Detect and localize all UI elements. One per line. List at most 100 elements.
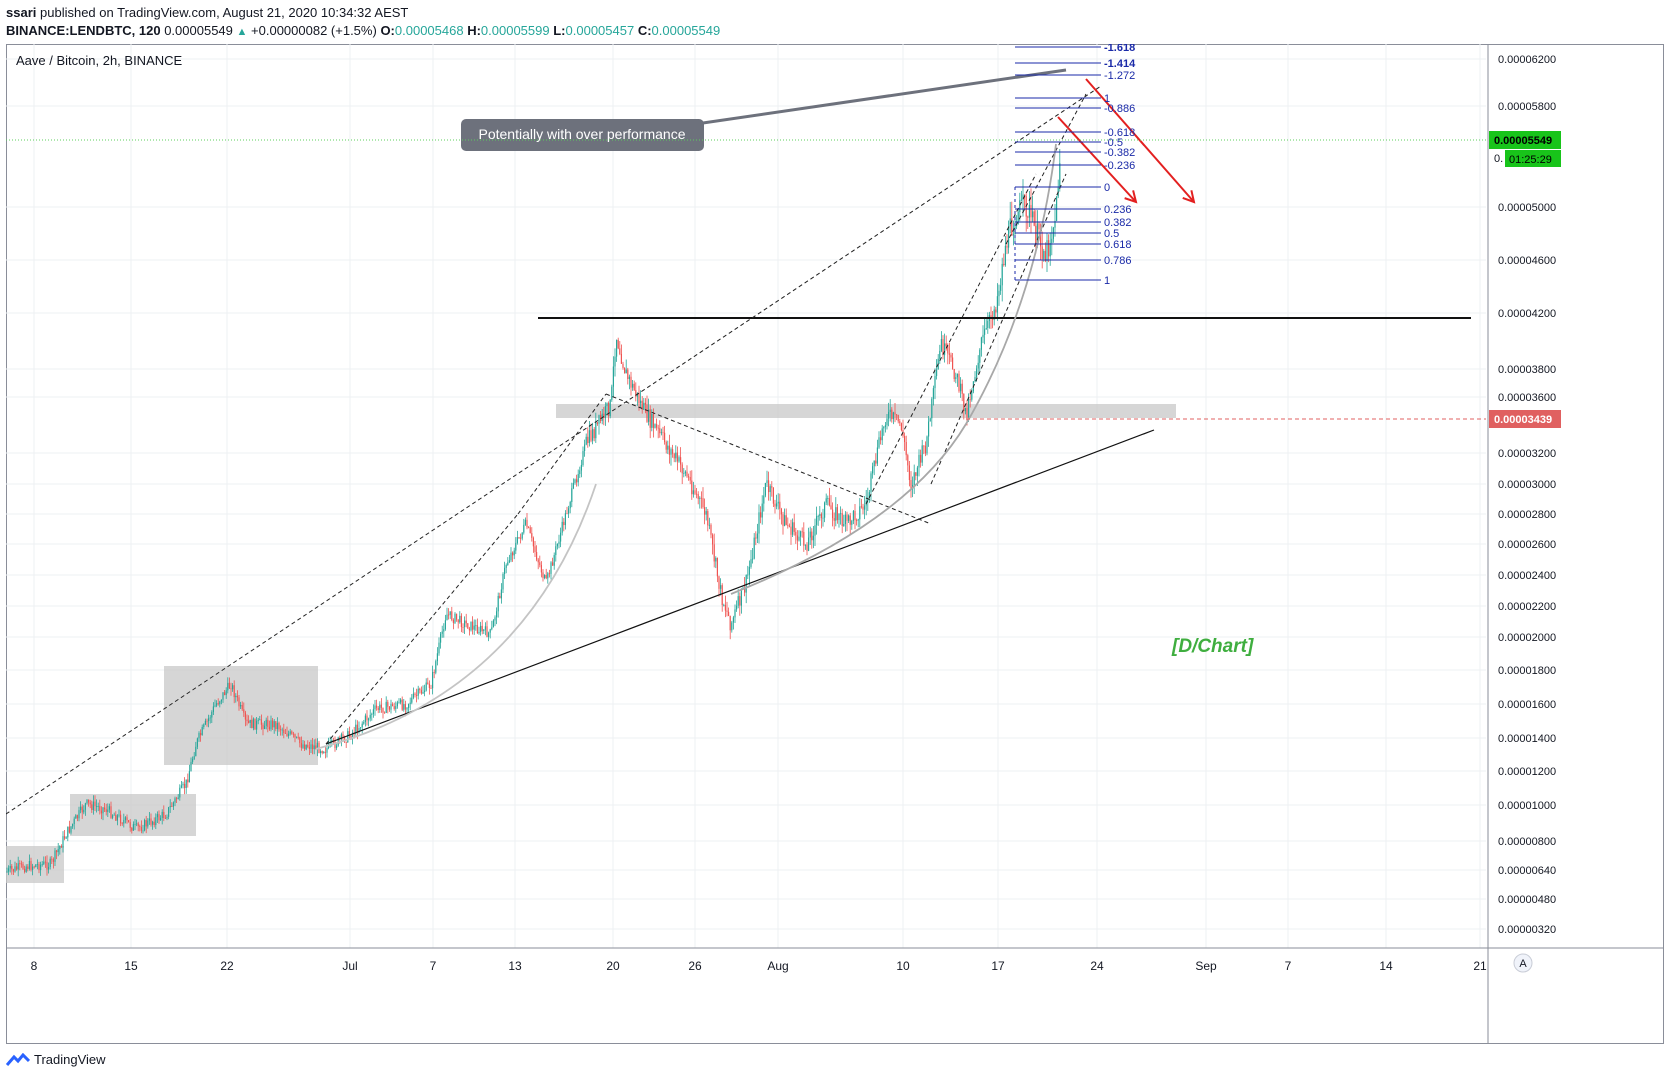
high-value: 0.00005599 <box>480 23 550 38</box>
candle-body <box>982 334 984 338</box>
dashed-channel-line <box>1005 93 1087 245</box>
candle-body <box>809 531 811 538</box>
candle-body <box>38 864 40 871</box>
candle-body <box>358 727 360 733</box>
candle-body <box>526 519 528 528</box>
candle-body <box>1032 211 1034 218</box>
fib-level-label: 1 <box>1104 93 1110 105</box>
candle-body <box>913 472 915 485</box>
candle-body <box>208 718 210 722</box>
candle-body <box>678 457 680 462</box>
candle-body <box>48 866 50 870</box>
candle-body <box>214 705 216 707</box>
candle-body <box>288 733 290 737</box>
candle-body <box>414 693 416 696</box>
candle-body <box>540 565 542 573</box>
candle-body <box>115 814 117 821</box>
time-axis[interactable]: 8 15 22 Jul 7 13 20 26 Aug 10 17 24 Sep 7 14 21 A <box>6 947 1664 973</box>
candle-body <box>371 713 373 715</box>
candle-body <box>691 480 693 495</box>
candle-body <box>888 411 890 419</box>
candle-body <box>171 805 173 807</box>
candle-body <box>348 731 350 736</box>
candle-body <box>545 575 547 579</box>
price-tick-label: 0.00001000 <box>1498 800 1556 812</box>
candle-body <box>243 709 245 713</box>
candle-body <box>254 718 256 730</box>
candle-body <box>230 688 232 690</box>
candle-body <box>332 739 334 741</box>
candle-body <box>833 518 835 521</box>
publisher-user[interactable]: ssari <box>6 5 37 20</box>
price-chart[interactable]: Potentially with over performance 0.00005… <box>6 44 1664 1044</box>
candle-body <box>257 719 259 721</box>
candle-body <box>420 690 422 694</box>
candle-body <box>326 748 328 753</box>
candle-body <box>291 731 293 734</box>
candle-body <box>713 544 715 562</box>
candle-body <box>588 430 590 444</box>
candle-body <box>507 562 509 566</box>
candle-body <box>155 817 157 826</box>
candle-body <box>772 487 774 504</box>
candle-body <box>235 695 237 698</box>
candle-body <box>840 513 842 515</box>
candle-body <box>785 515 787 525</box>
candle-body <box>300 743 302 748</box>
candle-body <box>361 723 363 728</box>
candle-body <box>729 615 731 631</box>
candle-body <box>939 350 941 359</box>
dashed-channel-line <box>930 173 1067 485</box>
fib-level-label: 0.236 <box>1104 204 1132 216</box>
candle-body <box>500 589 502 599</box>
candle-body <box>43 861 45 865</box>
candle-body <box>675 452 677 459</box>
candle-body <box>553 555 555 566</box>
candle-body <box>648 409 650 422</box>
candle-body <box>604 406 606 418</box>
brand-text: TradingView <box>34 1052 106 1067</box>
candle-body <box>152 821 154 825</box>
candle-body <box>822 517 824 519</box>
candle-body <box>198 733 200 739</box>
candle-body <box>51 858 53 860</box>
time-tick-label: 7 <box>430 959 437 973</box>
callout-box <box>461 119 704 151</box>
candle-body <box>539 562 541 566</box>
footer-brand[interactable]: TradingView <box>6 1052 106 1067</box>
candle-body <box>731 622 733 631</box>
candle-body <box>750 559 752 567</box>
candle-body <box>697 494 699 499</box>
candle-body <box>462 627 464 628</box>
candle-body <box>406 707 408 710</box>
candle-body <box>424 690 426 693</box>
candle-body <box>897 414 899 422</box>
candle-body <box>459 615 461 623</box>
candle-body <box>625 369 627 374</box>
arrow-head <box>1124 190 1138 204</box>
candle-body <box>200 733 202 736</box>
fib-level-label: 0 <box>1104 182 1110 194</box>
candle-body <box>44 861 46 863</box>
candle-body <box>465 620 467 624</box>
candle-body <box>81 806 83 813</box>
price-tick-label: 0.00002800 <box>1498 509 1556 521</box>
candle-body <box>771 486 773 488</box>
candle-body <box>628 376 630 380</box>
candle-body <box>430 687 432 689</box>
candle-body <box>272 720 274 728</box>
consolidation-zones <box>6 404 1176 883</box>
candle-body <box>552 562 554 566</box>
candle-body <box>57 849 59 853</box>
candle-body <box>278 723 280 730</box>
candle-body <box>608 403 610 417</box>
candle-body <box>801 531 803 533</box>
fib-level-label: -1.618 <box>1104 44 1135 54</box>
candle-body <box>142 830 144 832</box>
candle-body <box>433 672 435 673</box>
candle-body <box>236 695 238 698</box>
candle-body <box>512 552 514 556</box>
candle-body <box>409 702 411 704</box>
price-axis[interactable]: 0.00006200 0.00005800 0.00005000 0.00004600… <box>1487 44 1556 1044</box>
candle-body <box>488 632 490 637</box>
